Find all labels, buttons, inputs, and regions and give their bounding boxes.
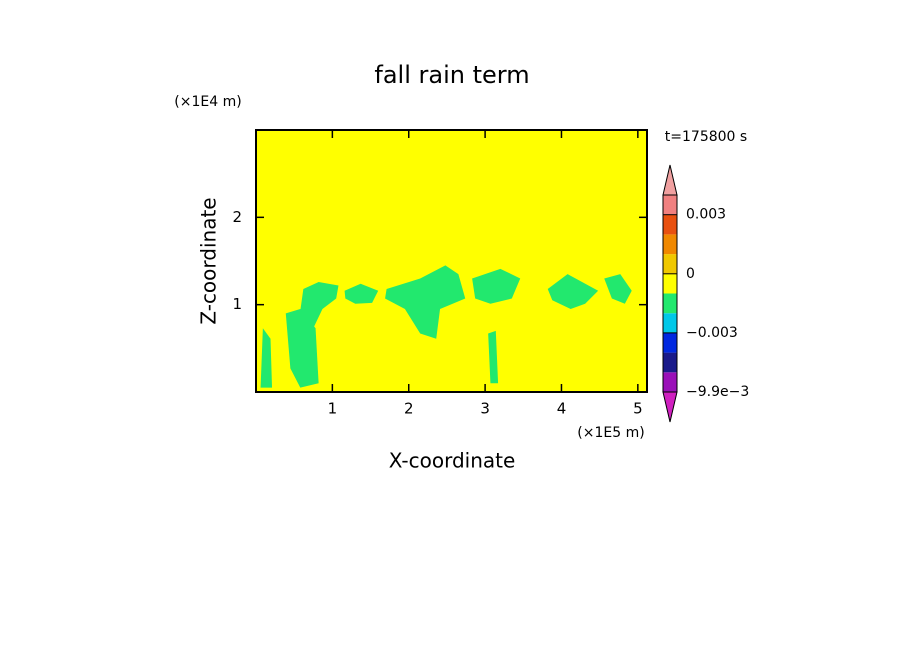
contour-region [385,265,466,339]
y-tick-label: 2 [232,208,242,226]
colorbar-tick-label: −0.003 [686,325,738,341]
colorbar-segment [663,313,677,333]
x-tick-label: 5 [633,400,643,418]
contour-region [285,309,319,388]
x-tick-label: 3 [480,400,490,418]
x-tick-label: 4 [557,400,567,418]
colorbar-segment [663,372,677,392]
y-axis-label: Z-coordinate [197,197,221,324]
colorbar-tick-label: 0.003 [686,207,726,223]
colorbar-segment [663,234,677,255]
colorbar-above [662,164,678,196]
contour-region [344,283,379,304]
contour-region [472,268,521,304]
plot-background [256,130,647,392]
y-tick-label: 1 [232,295,242,313]
y-unit: (×1E4 m) [174,94,241,110]
plot-frame [255,129,648,393]
contour-region [260,328,273,388]
colorbar-segment [663,332,677,353]
x-tick-label: 1 [328,400,338,418]
contour-region [604,274,632,304]
chart-title: fall rain term [374,61,529,89]
time-label: t=175800 s [665,129,747,145]
x-unit: (×1E5 m) [577,425,644,441]
colorbar-segment [663,293,677,314]
colorbar-segment [663,254,677,274]
colorbar-below [662,391,678,423]
colorbar-segment [663,195,677,215]
contour-region [547,274,599,310]
x-axis-label: X-coordinate [389,449,516,473]
colorbar-segment [663,352,677,373]
colorbar-segment [663,214,677,235]
x-tick-label: 2 [404,400,414,418]
colorbar-tick-label: −9.9e−3 [686,384,749,400]
contour-region [488,330,499,384]
colorbar-tick-label: 0 [686,266,695,282]
colorbar-segment [663,273,677,294]
